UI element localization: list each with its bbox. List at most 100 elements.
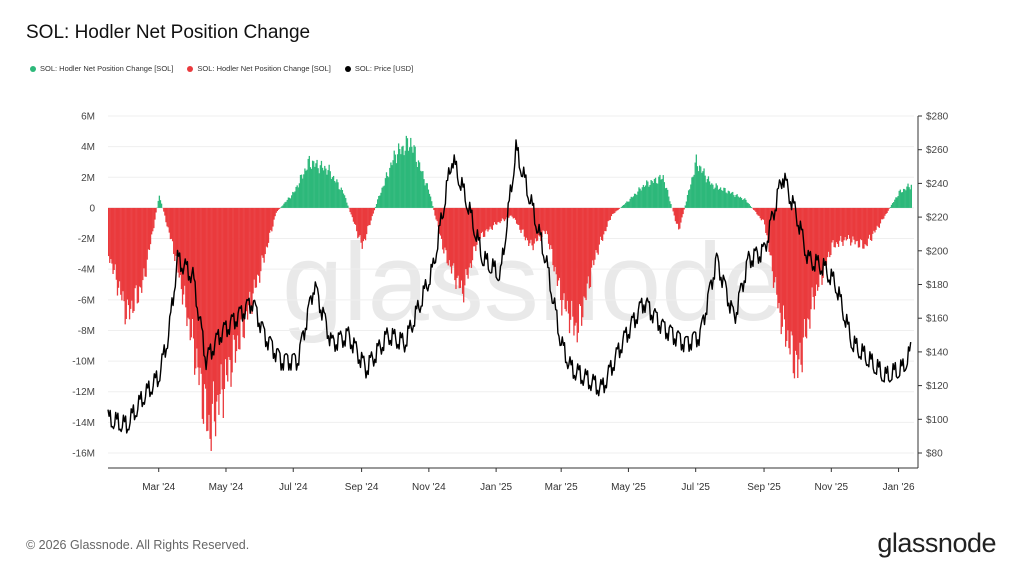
bar-positive	[382, 186, 384, 208]
bar-positive	[899, 189, 901, 208]
bar-positive	[315, 163, 317, 208]
bar-negative	[876, 207, 878, 226]
bar-positive	[288, 197, 291, 208]
bar-positive	[620, 207, 623, 208]
bar-positive	[320, 160, 323, 208]
bar-positive	[415, 161, 417, 208]
bar-negative	[438, 207, 441, 234]
bar-positive	[722, 190, 724, 208]
y-axis-right: $280 $260 $240 $220 $200 $180 $160 $140 $120 $100…	[917, 112, 949, 468]
bar-negative	[148, 207, 151, 250]
x-tick-label: May '25	[611, 482, 646, 493]
legend-item-green[interactable]: SOL: Hodler Net Position Change [SOL]	[30, 64, 173, 73]
y-left-tick-label: 0	[89, 203, 95, 214]
bar-negative	[791, 207, 793, 336]
bar-negative	[368, 207, 370, 226]
bar-negative	[229, 207, 231, 360]
bar-positive	[306, 169, 308, 208]
bar-negative	[485, 207, 487, 231]
bar-negative	[818, 207, 820, 288]
legend-item-red[interactable]: SOL: Hodler Net Position Change [SOL]	[187, 64, 331, 73]
bar-negative	[598, 207, 600, 245]
bar-negative	[459, 207, 462, 288]
bar-negative	[216, 207, 218, 402]
bar-positive	[295, 186, 297, 208]
bar-negative	[593, 207, 595, 266]
bar-negative	[514, 207, 517, 220]
bar-negative	[164, 207, 166, 216]
bar-negative	[370, 207, 372, 221]
bar-negative	[762, 207, 765, 220]
bar-negative	[751, 207, 754, 209]
bar-negative	[145, 207, 147, 277]
bar-positive	[741, 199, 744, 208]
legend-label-price: SOL: Price [USD]	[354, 64, 414, 73]
bar-negative	[882, 207, 884, 220]
bar-negative	[364, 207, 367, 241]
bar-positive	[399, 149, 401, 208]
bar-negative	[211, 207, 213, 404]
bar-negative	[449, 207, 452, 267]
bar-negative	[479, 207, 481, 239]
bar-negative	[190, 207, 192, 338]
bar-negative	[822, 207, 824, 278]
bar-negative	[134, 207, 136, 289]
bar-negative	[673, 207, 675, 216]
bar-negative	[563, 207, 565, 294]
bar-negative	[766, 207, 768, 236]
bar-negative	[782, 207, 785, 306]
bar-positive	[627, 201, 629, 208]
bar-negative	[506, 207, 508, 218]
bar-negative	[760, 207, 763, 221]
bar-negative	[188, 207, 190, 320]
bar-negative	[803, 207, 806, 320]
bar-negative	[885, 207, 887, 215]
bar-negative	[618, 207, 620, 209]
bar-negative	[540, 207, 542, 242]
bar-negative	[511, 207, 513, 217]
price-line	[107, 139, 912, 434]
bar-negative	[277, 207, 280, 210]
bar-positive	[294, 191, 296, 208]
bar-negative	[799, 207, 801, 343]
bar-negative	[442, 207, 444, 250]
x-tick-label: Jan '26	[883, 482, 915, 493]
bar-negative	[436, 207, 438, 222]
bar-negative	[465, 207, 467, 270]
bar-negative	[233, 207, 235, 340]
y-right-tick-label: $160	[926, 314, 949, 325]
x-tick-label: Mar '25	[545, 482, 578, 493]
bar-negative	[554, 207, 556, 267]
bar-negative	[877, 207, 879, 227]
bar-negative	[491, 207, 494, 230]
bar-negative	[209, 207, 211, 439]
bar-negative	[353, 207, 356, 224]
bar-positive	[417, 160, 420, 208]
bar-negative	[116, 207, 119, 296]
bar-negative	[464, 207, 466, 286]
bar-negative	[186, 207, 188, 327]
bar-negative	[474, 207, 476, 247]
bar-positive	[646, 180, 648, 208]
bar-negative	[609, 207, 611, 220]
bar-negative	[220, 207, 222, 365]
chart-legend: SOL: Hodler Net Position Change [SOL] SO…	[30, 64, 413, 73]
bar-negative	[178, 207, 180, 278]
bar-negative	[841, 207, 843, 242]
bar-negative	[788, 207, 790, 349]
bar-negative	[856, 207, 858, 241]
bar-positive	[321, 167, 324, 208]
bar-positive	[427, 189, 430, 208]
bar-negative	[823, 207, 825, 262]
y-right-tick-label: $260	[926, 145, 949, 156]
bar-negative	[800, 207, 802, 365]
y-left-tick-label: -10M	[72, 357, 95, 368]
legend-item-price[interactable]: SOL: Price [USD]	[344, 64, 414, 73]
bar-positive	[374, 206, 377, 208]
bar-negative	[528, 207, 530, 246]
bar-negative	[360, 207, 362, 243]
bar-positive	[414, 146, 416, 208]
bar-negative	[470, 207, 473, 268]
bar-positive	[339, 189, 341, 208]
bar-negative	[681, 207, 683, 218]
